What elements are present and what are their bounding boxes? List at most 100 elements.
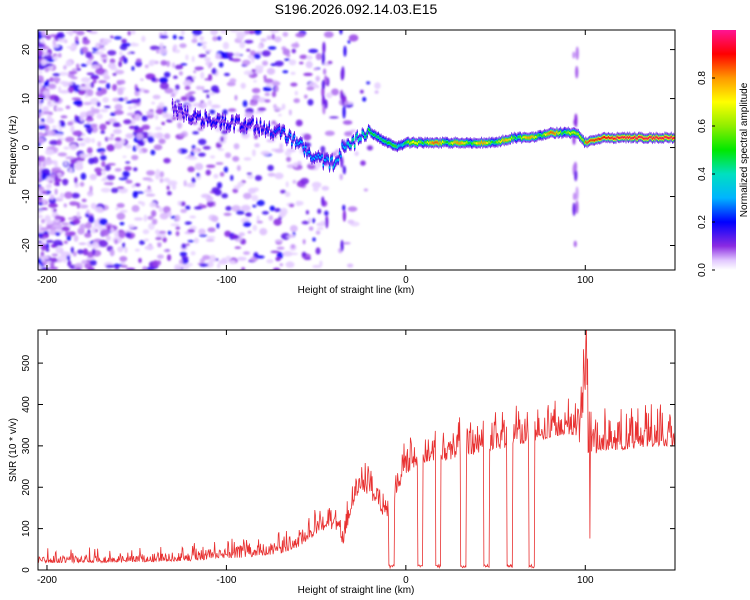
noise-blob (574, 168, 578, 182)
noise-blob (132, 190, 138, 199)
noise-blob (38, 214, 44, 219)
track-cell (414, 141, 416, 145)
noise-blob (256, 220, 263, 224)
track-cell (206, 120, 209, 124)
noise-blob (86, 115, 93, 119)
track-cell (492, 140, 494, 144)
noise-blob (163, 177, 171, 183)
noise-blob (177, 200, 182, 206)
noise-blob (198, 228, 206, 236)
noise-blob (180, 201, 186, 207)
track-cell (488, 140, 490, 144)
track-cell (233, 127, 235, 130)
noise-blob (104, 164, 111, 172)
track-cell (356, 133, 358, 136)
noise-blob (325, 92, 333, 99)
noise-blob (291, 43, 300, 48)
noise-blob (210, 85, 219, 93)
track-cell (597, 137, 600, 140)
track-cell (523, 135, 526, 139)
noise-blob (54, 198, 64, 202)
noise-blob (110, 133, 115, 137)
track-cell (391, 144, 394, 147)
noise-blob (51, 168, 55, 174)
track-cell (205, 115, 208, 118)
noise-blob (179, 251, 188, 257)
noise-blob (138, 149, 143, 154)
track-cell (213, 120, 215, 124)
track-cell (620, 136, 622, 139)
noise-blob (331, 88, 339, 96)
track-cell (342, 145, 345, 149)
noise-blob (48, 203, 58, 208)
track-cell (517, 135, 519, 139)
noise-blob (279, 263, 284, 267)
track-cell (657, 137, 660, 140)
noise-blob (187, 228, 196, 233)
noise-blob (286, 235, 295, 239)
noise-blob (301, 251, 307, 258)
noise-blob (207, 99, 212, 106)
track-cell (622, 136, 625, 139)
track-cell (214, 122, 217, 125)
track-cell (667, 136, 670, 140)
track-cell (234, 119, 237, 122)
track-cell (425, 141, 428, 145)
track-cell (195, 116, 198, 119)
noise-blob (100, 154, 107, 161)
noise-blob (88, 215, 95, 222)
track-cell (435, 141, 438, 144)
noise-blob (86, 89, 94, 97)
track-cell (601, 136, 603, 140)
track-cell (424, 140, 426, 144)
noise-blob (77, 227, 85, 235)
track-cell (337, 158, 340, 162)
noise-blob (68, 30, 74, 36)
track-cell (253, 129, 255, 132)
track-cell (600, 137, 602, 141)
noise-blob (302, 238, 306, 245)
noise-blob (253, 79, 257, 83)
noise-blob (244, 112, 254, 119)
noise-blob (303, 133, 312, 141)
noise-blob (290, 244, 296, 249)
noise-blob (166, 60, 171, 67)
noise-blob (187, 263, 193, 267)
track-cell (483, 141, 485, 144)
noise-blob (77, 249, 84, 255)
noise-blob (58, 71, 69, 76)
noise-blob (344, 131, 353, 137)
noise-blob (201, 85, 205, 91)
noise-blob (74, 176, 78, 184)
noise-blob (89, 173, 97, 181)
noise-blob (67, 231, 76, 236)
noise-blob (239, 41, 246, 49)
track-cell (346, 142, 348, 145)
noise-blob (123, 57, 128, 64)
noise-blob (66, 255, 71, 261)
noise-blob (327, 60, 333, 65)
noise-blob (78, 86, 88, 91)
noise-blob (210, 30, 219, 36)
noise-blob (245, 212, 252, 218)
noise-blob (44, 67, 50, 73)
noise-blob (87, 267, 95, 270)
track-cell (518, 135, 521, 139)
noise-blob (234, 246, 242, 250)
track-cell (372, 133, 375, 137)
track-cell (282, 127, 284, 131)
track-cell (526, 136, 528, 139)
noise-blob (149, 45, 159, 51)
noise-blob (106, 137, 115, 141)
noise-blob (119, 221, 125, 226)
track-cell (520, 137, 523, 140)
track-cell (369, 129, 371, 132)
noise-blob (38, 114, 41, 119)
noise-blob (184, 103, 192, 107)
noise-blob (58, 127, 62, 132)
noise-blob (172, 34, 177, 40)
track-cell (453, 141, 455, 144)
noise-blob (91, 138, 95, 144)
noise-blob (121, 38, 127, 44)
track-cell (495, 140, 498, 144)
